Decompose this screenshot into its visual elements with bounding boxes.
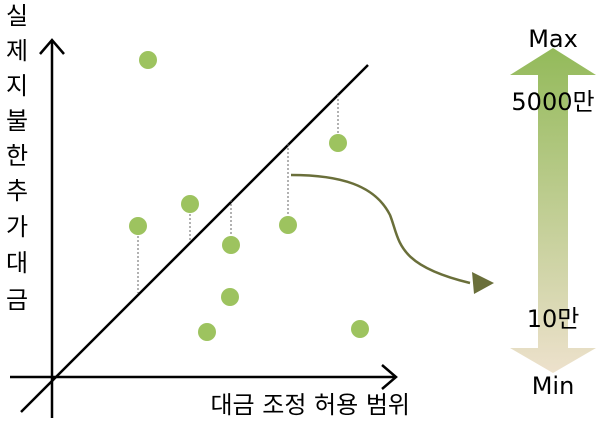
y-label-char: 불	[6, 107, 28, 135]
scale-max-value: 5000만	[511, 88, 594, 116]
data-point	[279, 216, 297, 234]
y-label-char: 가	[6, 213, 28, 241]
data-point	[329, 134, 347, 152]
data-point	[129, 217, 147, 235]
x-axis-label: 대금 조정 허용 범위	[210, 391, 410, 419]
data-point	[222, 236, 240, 254]
residual-lines	[137, 95, 339, 293]
y-label-char: 지	[6, 72, 28, 100]
y-axis-arrowhead-icon	[39, 38, 65, 55]
y-label-char: 금	[6, 286, 28, 314]
data-point	[139, 51, 157, 69]
curved-arrow-icon	[290, 173, 494, 294]
diagonal-reference-line	[20, 64, 369, 413]
scale-top-label: Max	[528, 25, 578, 53]
y-axis	[39, 38, 65, 418]
scale-bottom-label: Min	[532, 372, 575, 400]
x-axis	[10, 364, 398, 390]
data-point	[198, 323, 216, 341]
data-point	[351, 320, 369, 338]
data-points	[129, 51, 369, 341]
y-label-char: 추	[6, 177, 28, 205]
data-point	[181, 195, 199, 213]
y-axis-label: 실 제 지 불 한 추 가 대 금	[6, 2, 28, 314]
y-label-char: 실	[6, 2, 28, 30]
data-point	[221, 288, 239, 306]
y-label-char: 한	[6, 142, 28, 170]
double-headed-gradient-arrow-icon	[510, 48, 596, 373]
y-label-char: 대	[6, 249, 28, 277]
y-label-char: 제	[6, 37, 28, 65]
x-axis-arrowhead-icon	[381, 364, 398, 390]
scale-min-value: 10만	[527, 305, 580, 333]
